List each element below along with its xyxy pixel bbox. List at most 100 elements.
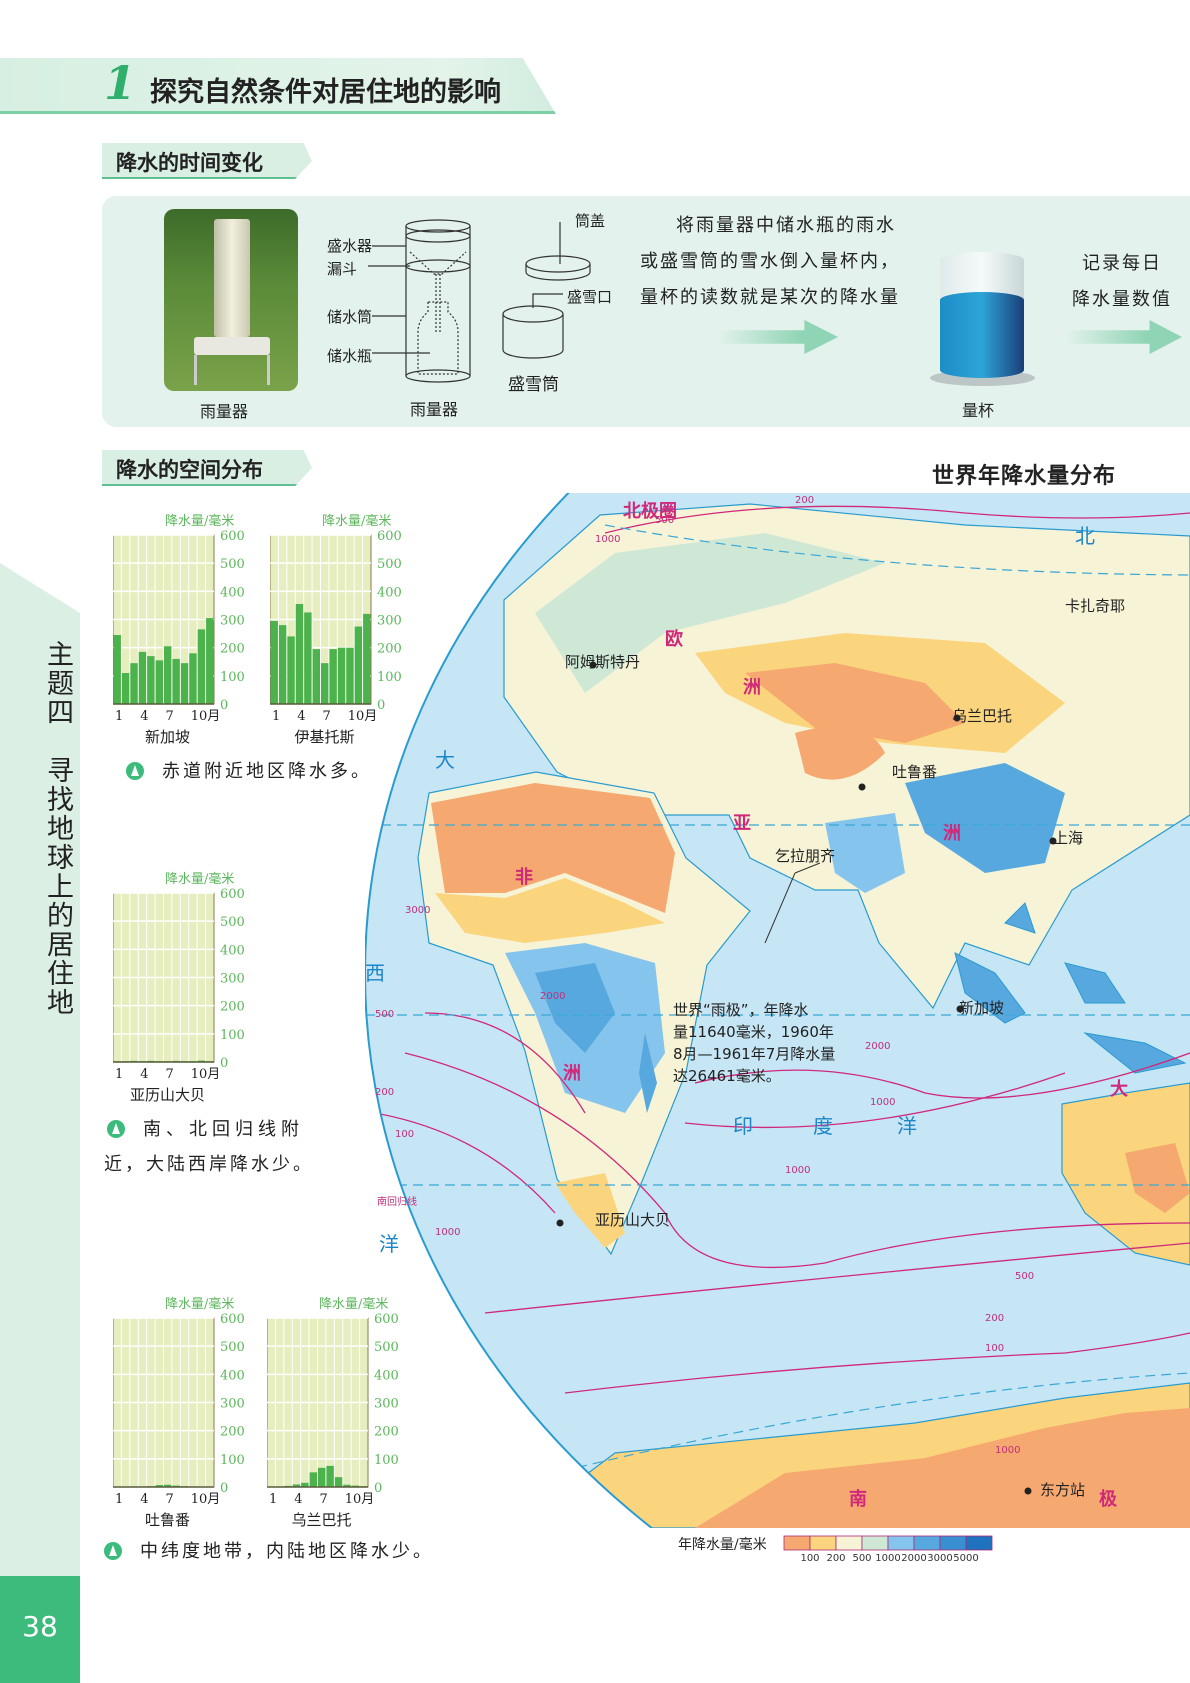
- x-tick-label: 4: [140, 1067, 148, 1082]
- y-tick-label: 0: [374, 1481, 382, 1496]
- legend-swatch: [939, 1535, 967, 1551]
- chart-ylabel: 降水量/毫米: [322, 513, 391, 529]
- bar-9: [180, 663, 189, 704]
- contour-label: 100: [985, 1343, 1004, 1354]
- y-tick-label: 600: [220, 887, 245, 902]
- label-storage-bottle: 储水瓶: [327, 347, 373, 365]
- label-snow-can: 盛雪筒: [508, 375, 559, 395]
- y-tick-label: 0: [220, 698, 228, 713]
- y-tick-label: 0: [220, 1056, 228, 1071]
- y-tick-label: 600: [374, 1312, 399, 1327]
- map-label: 印: [733, 1114, 753, 1138]
- y-tick-label: 200: [374, 1425, 399, 1440]
- y-tick-label: 300: [220, 1397, 245, 1412]
- legend-break-label: 3000: [927, 1553, 952, 1563]
- map-label: 上海: [1053, 829, 1083, 847]
- legend-break-label: 1000: [875, 1553, 900, 1563]
- city-marker-icon: [858, 783, 866, 791]
- x-tick-label: 4: [140, 1492, 148, 1507]
- x-tick-label: 10月: [345, 1492, 375, 1507]
- y-tick-label: 400: [220, 1368, 245, 1383]
- map-label: 北: [1075, 524, 1095, 548]
- theme-title: 主题四 寻找地球上的居住地: [42, 640, 73, 1017]
- bar-10: [343, 1484, 351, 1487]
- rain-gauge-diagram: [368, 219, 591, 383]
- label-snow-mouth: 盛雪口: [567, 288, 613, 306]
- chart-title: 吐鲁番: [145, 1511, 190, 1529]
- bar-10: [189, 653, 197, 704]
- contour-label: 1000: [995, 1445, 1020, 1456]
- y-tick-label: 400: [374, 1368, 399, 1383]
- bar-8: [329, 649, 337, 704]
- caption-tropics: 南、北回归线附: [107, 1115, 304, 1141]
- caption-midlatitude: 中纬度地带，内陆地区降水少。: [104, 1537, 434, 1563]
- y-tick-label: 600: [220, 1312, 245, 1327]
- diagram-title: 雨量器: [410, 400, 459, 419]
- y-tick-label: 200: [220, 1000, 245, 1015]
- section-heading-space: 降水的空间分布: [102, 450, 312, 486]
- contour-label: 1000: [595, 534, 620, 545]
- chart-title: 伊基托斯: [294, 728, 354, 746]
- bar-10: [346, 647, 354, 704]
- chart-title: 新加坡: [145, 728, 190, 746]
- contour-label: 200: [795, 495, 814, 506]
- bar-5: [147, 656, 155, 704]
- y-tick-label: 0: [377, 698, 385, 713]
- chart-ylabel: 降水量/毫米: [165, 871, 234, 887]
- map-label: 北极圈: [623, 501, 677, 522]
- y-tick-label: 600: [377, 529, 402, 544]
- compass-icon: [104, 1542, 122, 1560]
- city-marker-icon: [589, 661, 597, 669]
- bar-7: [321, 663, 329, 704]
- y-tick-label: 200: [220, 642, 245, 657]
- photo-label: 雨量器: [200, 402, 249, 421]
- y-tick-label: 200: [377, 642, 402, 657]
- y-tick-label: 300: [220, 972, 245, 987]
- map-label: 大: [1110, 1078, 1128, 1100]
- bar-11: [197, 629, 206, 704]
- chart-ylabel: 降水量/毫米: [319, 1296, 388, 1312]
- instruction-text: 将雨量器中储水瓶的雨水 或盛雪筒的雪水倒入量杯内， 量杯的读数就是某次的降水量: [640, 208, 930, 316]
- legend-swatch: [783, 1535, 811, 1551]
- bar-8: [326, 1465, 334, 1487]
- y-tick-label: 400: [377, 585, 402, 600]
- bar-3: [287, 636, 295, 704]
- bar-9: [337, 647, 346, 704]
- chart-iquitos: 降水量/毫米 0 100 200 300 400 500 600 1 4 7 10月 伊基托斯: [269, 513, 420, 757]
- map-label: 东方站: [1040, 1481, 1085, 1499]
- contour-label: 2000: [865, 1041, 890, 1052]
- bar-12: [206, 618, 214, 704]
- y-tick-label: 500: [220, 915, 245, 930]
- y-tick-label: 500: [220, 557, 245, 572]
- contour-label: 200: [375, 1087, 394, 1098]
- compass-icon: [126, 762, 144, 780]
- contour-label: 200: [985, 1313, 1004, 1324]
- legend-break-label: 5000: [953, 1553, 978, 1563]
- x-tick-label: 10月: [191, 1492, 221, 1507]
- australia: [1061, 1082, 1190, 1266]
- contour-label: 100: [395, 1129, 414, 1140]
- y-tick-label: 400: [220, 585, 245, 600]
- instruction-line: 量杯的读数就是某次的降水量: [640, 287, 900, 308]
- legend-break-label: 200: [826, 1553, 845, 1563]
- sidebar-band: [0, 563, 80, 1576]
- compass-icon: [107, 1120, 125, 1138]
- y-tick-label: 600: [220, 529, 245, 544]
- y-tick-label: 400: [220, 943, 245, 958]
- legend-swatch: [861, 1535, 889, 1551]
- y-tick-label: 100: [377, 670, 402, 685]
- chart-ylabel: 降水量/毫米: [165, 1296, 234, 1312]
- record-line: 降水量数值: [1072, 289, 1172, 310]
- bar-7: [164, 646, 172, 704]
- map-label: 阿姆斯特丹: [565, 653, 640, 671]
- x-tick-label: 4: [297, 709, 305, 724]
- label-water-collector: 盛水器: [327, 237, 373, 255]
- contour-label: 500: [1015, 1271, 1034, 1282]
- bar-12: [363, 613, 371, 704]
- bar-6: [155, 660, 163, 704]
- chart-singapore: 降水量/毫米 0 100 200 300 400 500 600 1 4 7 10月 新加坡: [112, 513, 263, 757]
- x-tick-label: 1: [115, 709, 123, 724]
- x-tick-label: 7: [320, 1492, 328, 1507]
- bar-6: [312, 649, 320, 704]
- x-tick-label: 7: [166, 709, 174, 724]
